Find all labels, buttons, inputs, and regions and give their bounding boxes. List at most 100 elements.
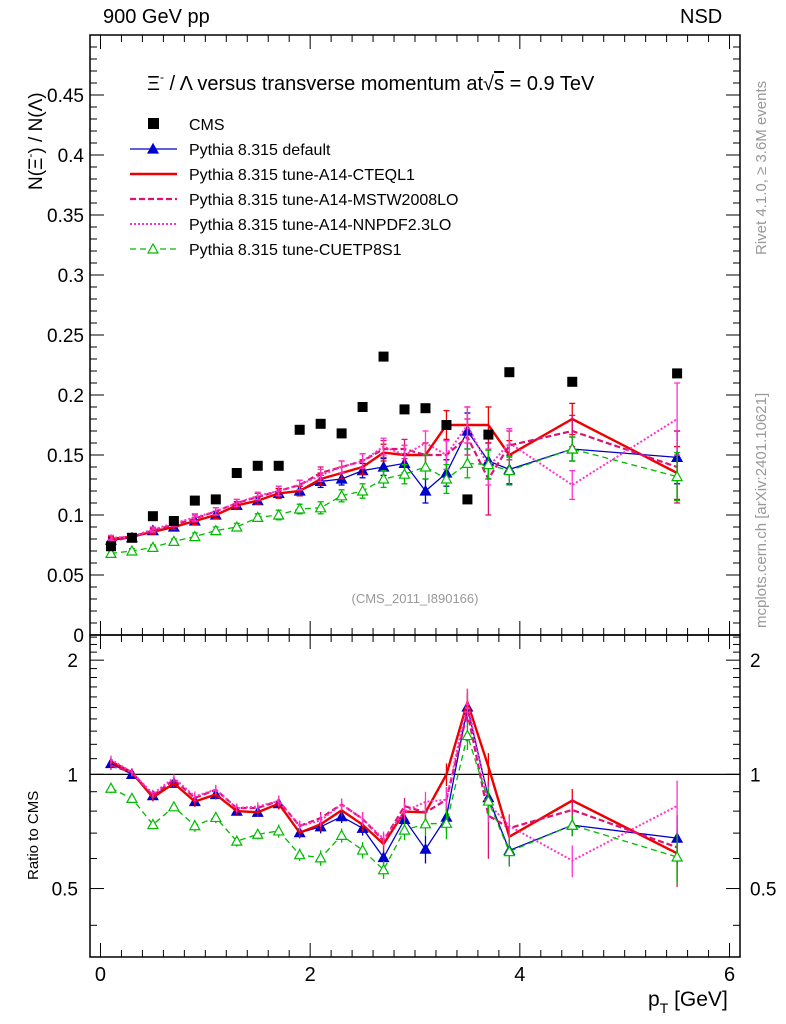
cms-data-point bbox=[126, 532, 137, 543]
legend-label: CMS bbox=[189, 117, 225, 134]
ratio-y-tick-label-right: 2 bbox=[750, 651, 761, 672]
ratio-marker bbox=[461, 729, 474, 741]
series-marker bbox=[398, 467, 411, 479]
ratio-line bbox=[110, 733, 678, 871]
title-minus: - bbox=[160, 70, 164, 84]
cms-data-point bbox=[168, 516, 179, 526]
legend: CMS Pythia 8.315 default Pythia 8.315 tune… bbox=[130, 117, 458, 259]
cms-data-point bbox=[315, 418, 326, 429]
y-tick-label: 0 bbox=[73, 626, 84, 647]
series-marker bbox=[566, 442, 579, 454]
y-tick-label: 0.45 bbox=[47, 86, 84, 107]
title-xi: Ξ bbox=[147, 73, 160, 95]
cms-data-point bbox=[210, 494, 221, 505]
ratio-y-axis-label: Ratio to CMS bbox=[25, 791, 42, 880]
ratio-marker bbox=[314, 851, 327, 863]
series-marker bbox=[335, 489, 348, 501]
ratio-marker bbox=[398, 823, 411, 835]
xlabel-sub: T bbox=[660, 1000, 669, 1016]
series-marker bbox=[419, 460, 432, 472]
ratio-marker bbox=[377, 851, 390, 863]
cms-data-point bbox=[462, 494, 473, 505]
chart-title: Ξ- / Λ versus transverse momentum at√s =… bbox=[147, 70, 595, 95]
title-s: s bbox=[494, 73, 504, 95]
series-line bbox=[110, 448, 678, 555]
y-tick-label: 0.05 bbox=[47, 566, 84, 587]
title-text-2: = 0.9 TeV bbox=[504, 73, 595, 95]
y-tick-label: 0.3 bbox=[58, 266, 84, 287]
ratio-marker bbox=[566, 818, 579, 830]
x-axis-label: pT [GeV] bbox=[648, 988, 728, 1016]
ratio-marker bbox=[671, 850, 684, 862]
ratio-y-tick-label: 0.5 bbox=[52, 880, 78, 901]
cms-data-point bbox=[357, 402, 368, 412]
ratio-marker bbox=[419, 817, 432, 829]
y-axis-label: N(Ξ-) / N(Λ) bbox=[23, 92, 47, 190]
series-marker bbox=[440, 472, 453, 484]
cms-data-point bbox=[105, 541, 116, 552]
series-marker bbox=[482, 458, 495, 470]
cms-data-point bbox=[336, 428, 347, 439]
ratio-marker bbox=[440, 817, 453, 828]
series-line bbox=[110, 418, 678, 539]
ratio-marker bbox=[209, 811, 222, 823]
series-marker bbox=[503, 464, 516, 476]
cms-data-point bbox=[567, 376, 578, 387]
y-tick-label: 0.15 bbox=[47, 446, 84, 467]
main-panel-frame bbox=[89, 34, 741, 636]
cms-data-layer bbox=[105, 351, 683, 552]
y-tick-label: 0.25 bbox=[47, 326, 84, 347]
ratio-marker bbox=[482, 794, 495, 806]
series-line bbox=[110, 429, 678, 543]
y-tick-label: 0.2 bbox=[58, 386, 84, 407]
series-marker bbox=[230, 520, 243, 532]
ylabel-part-b: ) / N(Λ) bbox=[26, 92, 47, 153]
legend-label: Pythia 8.315 tune-A14-CTEQL1 bbox=[189, 167, 415, 184]
cms-data-point bbox=[420, 403, 431, 414]
series-marker bbox=[125, 544, 138, 556]
series-marker bbox=[293, 502, 306, 514]
ylabel-part-a: N(Ξ bbox=[26, 158, 47, 190]
ratio-y-tick-label-right: 0.5 bbox=[750, 880, 776, 901]
ratio-marker bbox=[293, 848, 306, 860]
header-left: 900 GeV pp bbox=[103, 6, 210, 28]
cms-data-point bbox=[441, 420, 452, 430]
ratio-marker bbox=[230, 834, 243, 846]
series-marker bbox=[314, 501, 327, 513]
ratio-marker bbox=[146, 818, 159, 830]
xlabel-unit: [GeV] bbox=[668, 988, 728, 1011]
series-marker bbox=[188, 530, 201, 542]
x-tick-label: 4 bbox=[514, 964, 525, 986]
cms-data-point bbox=[483, 429, 494, 440]
legend-marker bbox=[146, 142, 160, 154]
ratio-line bbox=[110, 702, 678, 862]
series-marker bbox=[167, 535, 180, 547]
cms-data-point bbox=[378, 351, 389, 362]
ratio-marker bbox=[125, 792, 138, 803]
ratio-marker bbox=[377, 863, 390, 875]
legend-marker-cms bbox=[148, 118, 159, 129]
ratio-marker bbox=[356, 843, 369, 855]
cms-data-point bbox=[273, 460, 284, 471]
cms-data-point bbox=[672, 368, 683, 379]
cms-data-point bbox=[252, 460, 263, 471]
ratio-marker bbox=[272, 824, 285, 836]
y-tick-label: 0.1 bbox=[58, 506, 84, 527]
cms-data-point bbox=[147, 511, 158, 522]
series-marker bbox=[356, 484, 369, 496]
series-marker bbox=[419, 484, 432, 496]
header-right: NSD bbox=[680, 6, 723, 28]
ratio-line bbox=[110, 698, 678, 855]
ratio-marker bbox=[419, 842, 432, 854]
legend-label: Pythia 8.315 default bbox=[189, 142, 331, 159]
ratio-line bbox=[110, 711, 678, 849]
watermark-label: (CMS_2011_I890166) bbox=[352, 591, 479, 606]
ylabel-sup: - bbox=[23, 154, 37, 158]
legend-marker bbox=[146, 242, 160, 254]
x-tick-label: 0 bbox=[95, 964, 106, 986]
ratio-y-tick-label-right: 1 bbox=[750, 765, 761, 786]
series-marker bbox=[671, 470, 684, 482]
series-marker bbox=[272, 508, 285, 520]
series-marker bbox=[377, 472, 390, 484]
